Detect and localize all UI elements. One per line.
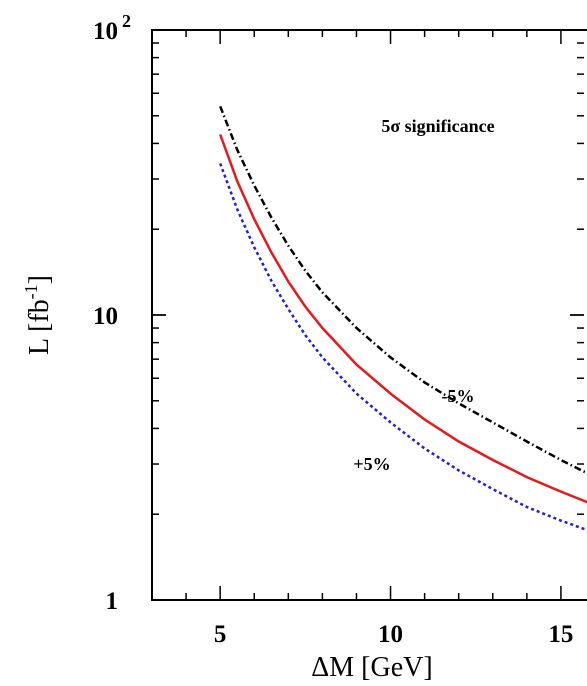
y-tick-label-exponent: 2 (122, 11, 131, 31)
y-tick-label: 1 (106, 588, 119, 615)
curve-labels: -5% +5% (353, 386, 474, 474)
y-axis-title-sup: -1 (21, 284, 41, 299)
x-tick-label: 5 (214, 621, 227, 648)
y-axis-title-main: L [fb (24, 299, 55, 355)
curve-label-plus: +5% (353, 454, 390, 474)
plot-frame (151, 29, 587, 601)
series-layer (219, 105, 587, 532)
axis-ticks (151, 29, 584, 601)
y-axis-title: L [fb-1] (21, 275, 55, 355)
x-axis-title: ΔM [GeV] (311, 652, 432, 683)
annotation-significance: 5σ significance (381, 116, 494, 136)
series-line-central (219, 134, 587, 504)
y-axis-title-close: ] (24, 275, 55, 284)
curve-label-minus: -5% (442, 386, 475, 406)
y-tick-label: 10 (93, 18, 118, 45)
x-tick-label: 15 (548, 621, 573, 648)
y-tick-label: 10 (93, 303, 118, 330)
x-tick-label: 10 (378, 621, 403, 648)
series-line-minus (219, 105, 587, 475)
series-line-plus (219, 163, 587, 532)
